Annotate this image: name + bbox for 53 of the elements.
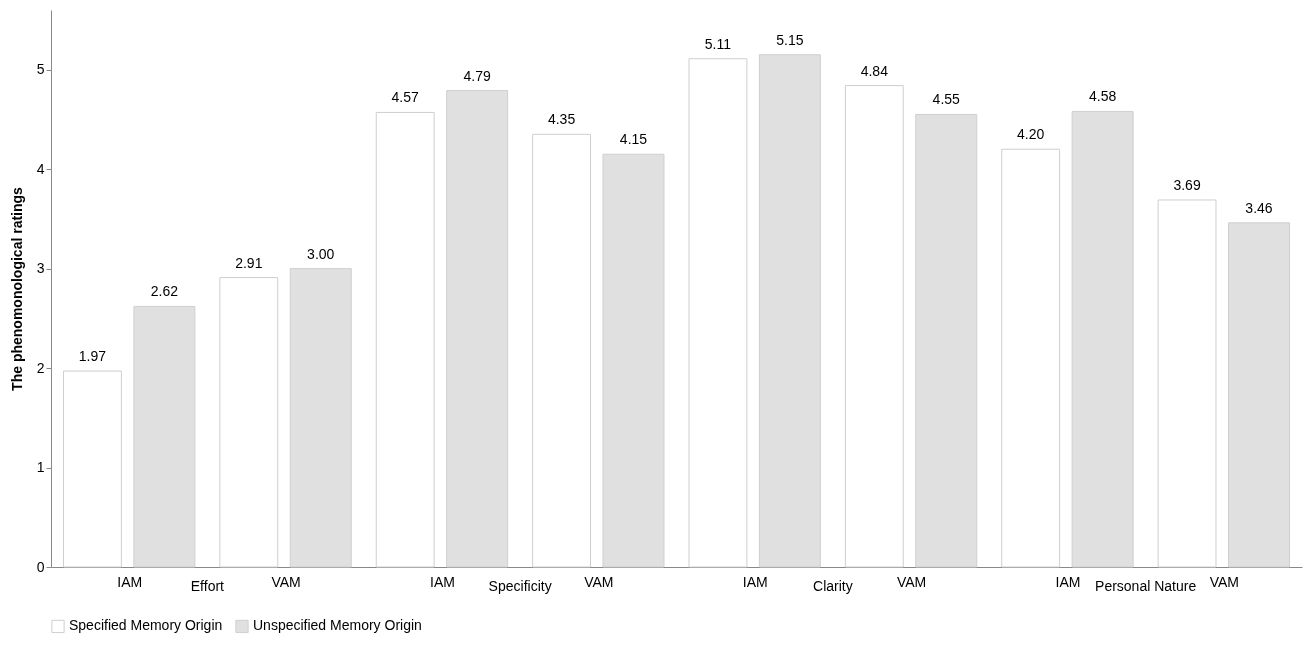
bar	[1228, 222, 1290, 568]
data-label: 4.84	[860, 62, 889, 79]
legend-label: Unspecified Memory Origin	[253, 617, 422, 634]
y-axis-title: The phenomonological ratings	[8, 186, 25, 391]
text: Effort	[190, 578, 225, 594]
y-tick-label: 2	[36, 359, 45, 376]
x-tick-label: VAM	[1209, 573, 1239, 590]
data-label: 3.46	[1245, 199, 1273, 216]
data-label: 4.15	[619, 131, 648, 148]
bar	[133, 305, 196, 568]
y-tick-label: 4	[36, 160, 45, 177]
bar	[446, 90, 509, 568]
data-label: 3.00	[307, 245, 335, 262]
data-label: 4.35	[547, 111, 576, 128]
y-tick-label: 0	[36, 558, 45, 575]
data-label: 5.11	[704, 35, 732, 52]
x-tick-label: IAM	[117, 573, 143, 590]
bar	[375, 111, 435, 568]
data-label: 4.79	[463, 67, 491, 84]
text: Clarity	[813, 578, 853, 594]
bar	[532, 133, 591, 568]
legend-label: Specified Memory Origin	[69, 617, 223, 634]
bar	[915, 113, 978, 568]
data-label: 1.97	[78, 348, 107, 365]
y-tick-label: 1	[36, 459, 45, 476]
data-label: 4.55	[932, 91, 961, 108]
x-tick-label: IAM	[742, 573, 768, 590]
bar	[1001, 148, 1061, 568]
bar	[289, 268, 352, 568]
x-tick-label: VAM	[584, 573, 614, 590]
text: Personal Nature	[1095, 578, 1197, 594]
x-tick-label: VAM	[271, 573, 301, 590]
data-label: 4.57	[391, 89, 420, 106]
data-label: 4.20	[1017, 126, 1045, 143]
bar	[758, 54, 821, 568]
x-tick-label: IAM	[429, 573, 455, 590]
data-label: 3.69	[1173, 176, 1201, 193]
data-label: 2.91	[235, 254, 263, 271]
bar	[1157, 199, 1217, 568]
bar	[844, 85, 904, 568]
bar	[63, 370, 122, 568]
x-tick-label: IAM	[1055, 573, 1081, 590]
y-tick-label: 5	[36, 61, 45, 78]
bar	[688, 58, 748, 568]
text: Specificity	[488, 578, 552, 594]
y-tick-label: 3	[36, 260, 45, 277]
bar	[1071, 110, 1134, 568]
data-label: 4.58	[1089, 88, 1117, 105]
data-label: 2.62	[150, 283, 179, 300]
x-tick-label: VAM	[896, 573, 927, 590]
bar	[602, 153, 665, 568]
data-label: 5.15	[776, 31, 804, 48]
bar	[219, 277, 279, 568]
